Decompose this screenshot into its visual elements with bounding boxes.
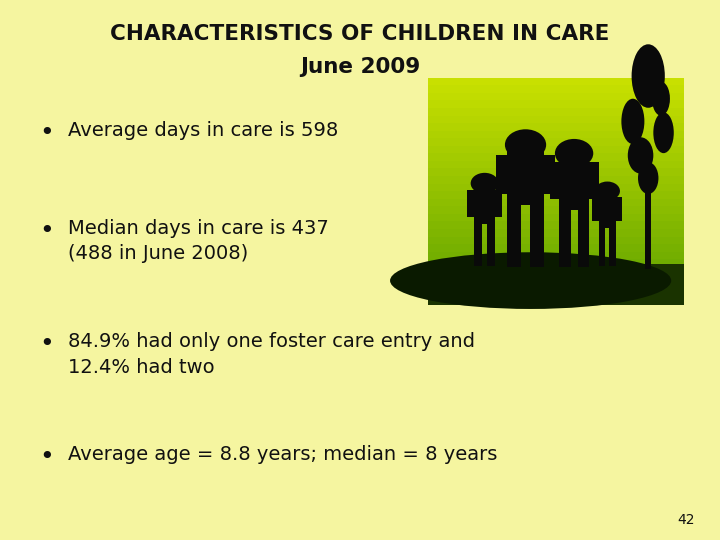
- Text: Median days in care is 437
(488 in June 2008): Median days in care is 437 (488 in June …: [68, 219, 329, 264]
- FancyBboxPatch shape: [549, 163, 559, 199]
- FancyBboxPatch shape: [589, 163, 598, 199]
- FancyBboxPatch shape: [428, 138, 684, 146]
- FancyBboxPatch shape: [428, 78, 684, 86]
- FancyBboxPatch shape: [428, 168, 684, 177]
- Text: •: •: [40, 446, 54, 469]
- FancyBboxPatch shape: [428, 297, 684, 305]
- FancyBboxPatch shape: [428, 237, 684, 245]
- Text: •: •: [40, 122, 54, 145]
- FancyBboxPatch shape: [530, 201, 544, 267]
- Text: Average age = 8.8 years; median = 8 years: Average age = 8.8 years; median = 8 year…: [68, 446, 498, 464]
- FancyBboxPatch shape: [428, 214, 684, 222]
- FancyBboxPatch shape: [428, 267, 684, 275]
- FancyBboxPatch shape: [428, 191, 684, 199]
- FancyBboxPatch shape: [428, 244, 684, 252]
- Text: Average days in care is 598: Average days in care is 598: [68, 122, 338, 140]
- FancyBboxPatch shape: [599, 194, 616, 228]
- FancyBboxPatch shape: [497, 154, 507, 194]
- FancyBboxPatch shape: [428, 161, 684, 169]
- FancyBboxPatch shape: [428, 221, 684, 229]
- FancyBboxPatch shape: [428, 274, 684, 282]
- Text: 42: 42: [678, 512, 695, 526]
- FancyBboxPatch shape: [428, 116, 684, 124]
- FancyBboxPatch shape: [474, 186, 495, 224]
- FancyBboxPatch shape: [428, 289, 684, 298]
- FancyBboxPatch shape: [609, 226, 616, 266]
- FancyBboxPatch shape: [428, 259, 684, 267]
- Circle shape: [505, 129, 546, 160]
- FancyBboxPatch shape: [474, 221, 482, 266]
- Circle shape: [471, 173, 499, 194]
- Text: •: •: [40, 332, 54, 356]
- FancyBboxPatch shape: [428, 131, 684, 139]
- Ellipse shape: [652, 82, 670, 116]
- Circle shape: [595, 181, 620, 200]
- Ellipse shape: [653, 112, 674, 153]
- FancyBboxPatch shape: [428, 229, 684, 237]
- Text: CHARACTERISTICS OF CHILDREN IN CARE: CHARACTERISTICS OF CHILDREN IN CARE: [110, 24, 610, 44]
- Text: June 2009: June 2009: [300, 57, 420, 77]
- Text: •: •: [40, 219, 54, 242]
- Ellipse shape: [631, 44, 665, 108]
- FancyBboxPatch shape: [428, 108, 684, 116]
- FancyBboxPatch shape: [507, 201, 521, 267]
- FancyBboxPatch shape: [559, 206, 570, 267]
- FancyBboxPatch shape: [428, 282, 684, 290]
- FancyBboxPatch shape: [428, 123, 684, 131]
- FancyBboxPatch shape: [428, 176, 684, 184]
- FancyBboxPatch shape: [428, 85, 684, 93]
- FancyBboxPatch shape: [559, 157, 589, 210]
- Ellipse shape: [628, 137, 653, 173]
- FancyBboxPatch shape: [428, 184, 684, 192]
- FancyBboxPatch shape: [507, 149, 544, 205]
- FancyBboxPatch shape: [428, 264, 684, 305]
- FancyBboxPatch shape: [467, 190, 474, 217]
- FancyBboxPatch shape: [428, 153, 684, 161]
- FancyBboxPatch shape: [544, 154, 554, 194]
- FancyBboxPatch shape: [428, 146, 684, 154]
- FancyBboxPatch shape: [428, 100, 684, 109]
- Ellipse shape: [638, 162, 659, 194]
- FancyBboxPatch shape: [487, 221, 495, 266]
- FancyBboxPatch shape: [428, 93, 684, 101]
- FancyBboxPatch shape: [599, 226, 606, 266]
- Circle shape: [555, 139, 593, 168]
- FancyBboxPatch shape: [645, 156, 652, 269]
- FancyBboxPatch shape: [616, 197, 622, 221]
- FancyBboxPatch shape: [593, 197, 599, 221]
- FancyBboxPatch shape: [495, 190, 502, 217]
- FancyBboxPatch shape: [428, 199, 684, 207]
- FancyBboxPatch shape: [428, 206, 684, 214]
- Ellipse shape: [390, 252, 671, 309]
- FancyBboxPatch shape: [577, 206, 589, 267]
- FancyBboxPatch shape: [428, 252, 684, 260]
- Text: 84.9% had only one foster care entry and
12.4% had two: 84.9% had only one foster care entry and…: [68, 332, 475, 377]
- Ellipse shape: [621, 99, 644, 144]
